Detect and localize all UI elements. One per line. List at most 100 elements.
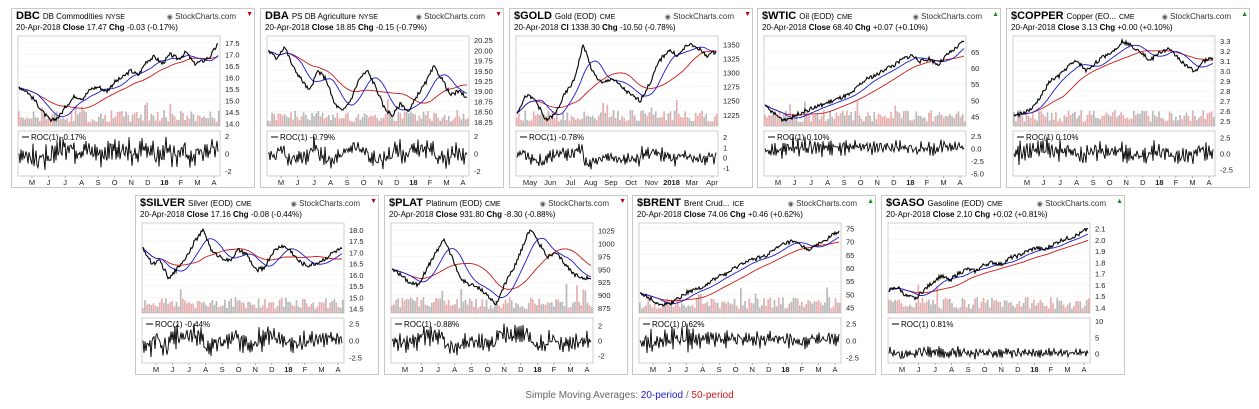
volume-bar: [1090, 114, 1093, 126]
ticker-symbol[interactable]: $WTIC: [762, 10, 797, 22]
volume-bar: [921, 297, 924, 313]
volume-bar: [1172, 120, 1175, 126]
volume-bar: [500, 307, 503, 313]
volume-bar: [449, 305, 452, 313]
volume-bar: [483, 306, 486, 313]
volume-bar: [835, 112, 838, 126]
direction-up-icon: ▲: [867, 198, 874, 205]
price-chart: 17.5 17.0 16.5 16.0 15.5 15.0 14.5 14.0 2 0 -2 ROC(…: [17, 35, 240, 187]
ticker-symbol[interactable]: $GOLD: [514, 10, 552, 22]
price-tick-label: 45: [846, 304, 854, 313]
volume-bar: [184, 300, 186, 313]
volume-bar: [940, 308, 943, 313]
volume-bar: [688, 118, 691, 126]
roc-legend-label: ROC(1) -0.17%: [31, 133, 86, 142]
volume-bar: [137, 118, 140, 126]
source-credit[interactable]: ◉ StockCharts.com: [164, 10, 236, 23]
volume-bar: [553, 118, 556, 126]
volume-bar: [318, 301, 321, 313]
ticker-symbol[interactable]: $PLAT: [389, 197, 424, 209]
volume-bar: [1088, 110, 1091, 126]
ticker-symbol[interactable]: DBC: [16, 10, 40, 22]
volume-bar: [633, 115, 636, 126]
volume-bar: [416, 120, 419, 126]
ticker-symbol[interactable]: $COPPER: [1011, 10, 1064, 22]
change-value: +0.07 (+0.10%): [872, 23, 928, 32]
volume-bar: [353, 121, 355, 126]
volume-bar: [460, 119, 463, 126]
volume-bar: [841, 110, 844, 126]
volume-bar: [319, 116, 322, 126]
roc-legend-label: ROC(1) -0.79%: [280, 133, 335, 142]
source-credit[interactable]: ◉ StockCharts.com: [910, 10, 982, 23]
volume-bar: [614, 118, 617, 126]
roc-tick-label: 0.0: [349, 337, 359, 346]
roc-tick-label: 0.0: [846, 337, 856, 346]
x-month-label: M: [567, 365, 573, 374]
volume-bar: [1035, 305, 1037, 313]
volume-bar: [211, 299, 214, 313]
quote-date: 20-Apr-2018: [637, 210, 682, 219]
volume-bar: [814, 113, 817, 126]
source-credit[interactable]: ◉ StockCharts.com: [288, 197, 360, 210]
volume-bar: [1026, 297, 1029, 313]
ticker-symbol[interactable]: $BRENT: [637, 197, 682, 209]
volume-bar: [439, 298, 442, 313]
volume-bar: [951, 303, 953, 313]
roc-tick-label: 0: [723, 154, 727, 163]
volume-bar: [232, 306, 235, 313]
ticker-symbol[interactable]: $SILVER: [140, 197, 186, 209]
price-tick-label: 2.1: [1095, 225, 1105, 234]
volume-bar: [779, 303, 782, 313]
sma20-legend: 20-period: [640, 390, 684, 401]
volume-bar: [716, 302, 719, 313]
price-tick-label: 1.4: [1095, 303, 1105, 312]
volume-bar: [643, 306, 645, 313]
volume-bar: [437, 298, 439, 313]
volume-bar: [1074, 111, 1076, 126]
source-credit[interactable]: ◉ StockCharts.com: [785, 197, 857, 210]
volume-bar: [567, 307, 570, 313]
source-credit[interactable]: ◉ StockCharts.com: [662, 10, 734, 23]
price-tick-label: 1000: [598, 240, 615, 249]
volume-bar: [213, 118, 216, 126]
stockcharts-logo-icon: ◉: [1161, 14, 1168, 21]
price-tick-label: 60: [971, 64, 979, 73]
x-month-label: Apr: [706, 178, 718, 187]
volume-bar: [95, 121, 98, 126]
volume-bar: [203, 301, 205, 313]
volume-bar: [211, 117, 214, 126]
volume-bar: [158, 302, 161, 313]
volume-bar: [150, 113, 153, 126]
sma50-line: [267, 50, 467, 104]
volume-bar: [1020, 306, 1023, 313]
volume-bar: [304, 114, 307, 126]
source-credit[interactable]: ◉ StockCharts.com: [1159, 10, 1231, 23]
ticker-symbol[interactable]: $GASO: [886, 197, 925, 209]
volume-bar: [528, 120, 531, 126]
volume-bar: [600, 112, 602, 126]
source-credit[interactable]: ◉ StockCharts.com: [1034, 197, 1106, 210]
source-credit[interactable]: ◉ StockCharts.com: [413, 10, 485, 23]
price-tick-label: 1025: [598, 227, 615, 236]
volume-bar: [188, 118, 191, 126]
x-month-label: O: [1107, 178, 1113, 187]
volume-bar: [1114, 110, 1116, 126]
ticker-symbol[interactable]: DBA: [265, 10, 289, 22]
price-tick-label: 15.5: [225, 85, 240, 94]
volume-bar: [462, 301, 465, 313]
volume-bar: [131, 114, 134, 126]
volume-bar: [142, 120, 144, 126]
volume-bar: [365, 114, 368, 126]
volume-bar: [219, 306, 222, 313]
exchange-label: NYSE: [358, 14, 378, 21]
price-tick-label: 2.0: [1095, 236, 1105, 245]
volume-bar: [18, 111, 20, 126]
x-month-label: F: [303, 365, 308, 374]
volume-bar: [812, 114, 815, 126]
volume-bar: [409, 297, 412, 313]
volume-bar: [711, 121, 714, 126]
sma-legend-label: Simple Moving Averages:: [525, 390, 638, 401]
volume-bar: [684, 111, 687, 126]
source-credit[interactable]: ◉ StockCharts.com: [537, 197, 609, 210]
